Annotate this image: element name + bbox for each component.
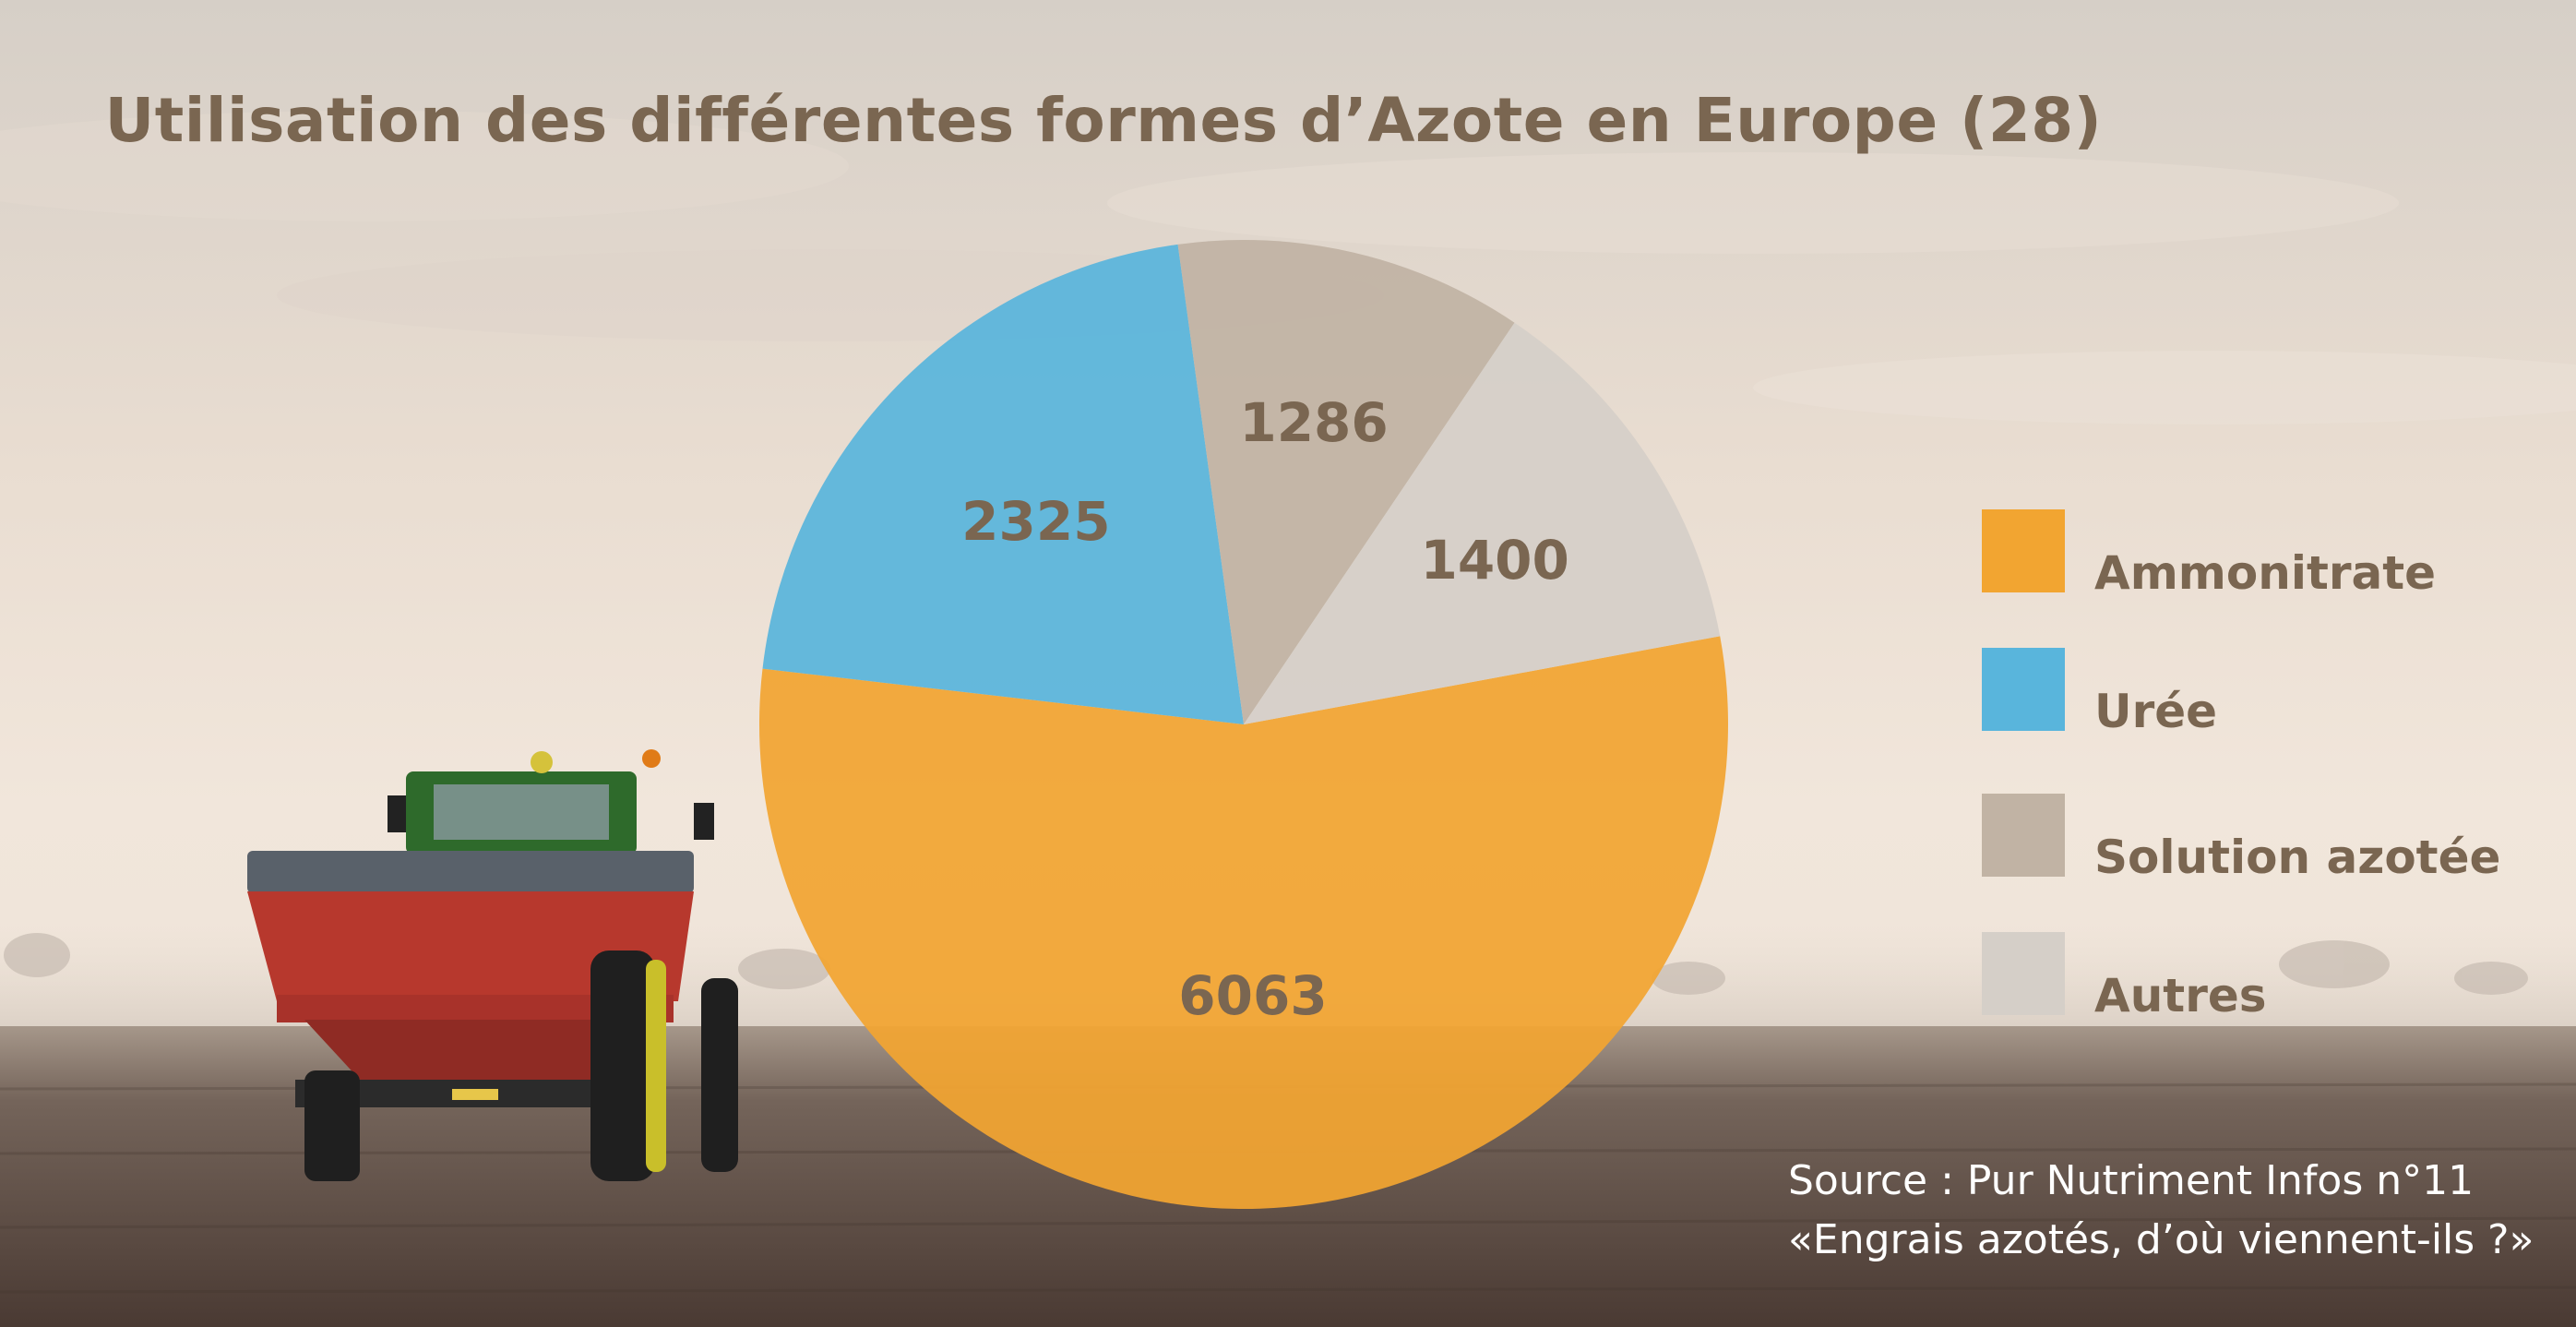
source-note: Source : Pur Nutriment Infos n°11 «Engra… xyxy=(1788,1152,2534,1270)
legend-label: Solution azotée xyxy=(2094,831,2501,884)
legend-label: Urée xyxy=(2094,685,2218,738)
legend-swatch xyxy=(1982,648,2065,731)
pie-slice xyxy=(1244,322,1721,724)
slice-value-label: 1400 xyxy=(1420,528,1569,592)
legend-swatch xyxy=(1982,794,2065,877)
legend-label: Autres xyxy=(2094,969,2267,1022)
chart-title: Utilisation des différentes formes d’Azo… xyxy=(104,85,2103,156)
source-line-1: Source : Pur Nutriment Infos n°11 xyxy=(1788,1157,2475,1204)
pie-slice xyxy=(1177,240,1515,724)
pie-slice xyxy=(758,636,1728,1209)
legend-label: Ammonitrate xyxy=(2094,546,2437,600)
source-line-2: «Engrais azotés, d’où viennent-ils ?» xyxy=(1788,1216,2534,1263)
slice-value-label: 1286 xyxy=(1239,390,1389,454)
slice-value-label: 2325 xyxy=(961,489,1111,553)
slice-value-label: 6063 xyxy=(1178,963,1328,1027)
legend-swatch xyxy=(1982,509,2065,592)
pie-slice xyxy=(762,244,1244,724)
legend-swatch xyxy=(1982,932,2065,1015)
